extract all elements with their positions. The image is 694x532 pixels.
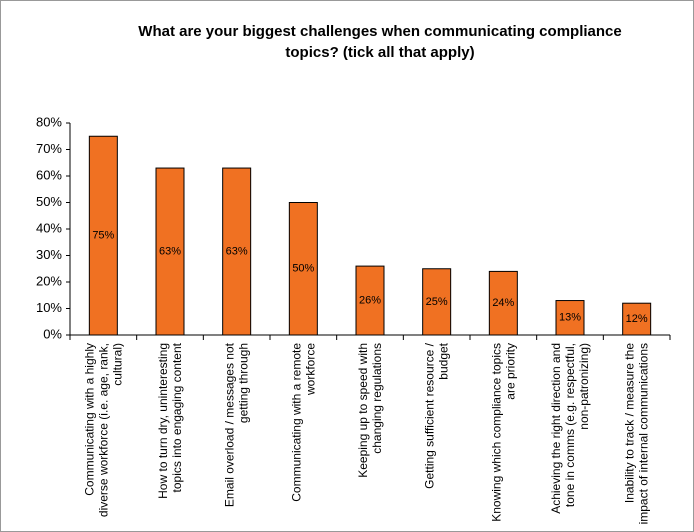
x-tick-label: Keeping up to speed with changing regula… — [356, 343, 384, 478]
value-label: 26% — [359, 294, 381, 306]
value-label: 24% — [492, 297, 514, 309]
bar — [555, 300, 585, 336]
x-tick-label: Email overload / messages not getting th… — [222, 343, 251, 508]
bar — [155, 167, 185, 336]
value-label: 63% — [159, 245, 181, 257]
value-label: 12% — [626, 313, 648, 325]
bar — [422, 268, 452, 336]
y-tick-label: 60% — [36, 167, 62, 182]
value-label: 25% — [426, 296, 448, 308]
y-tick-label: 40% — [36, 220, 62, 235]
value-label: 75% — [92, 230, 114, 242]
y-tick-label: 50% — [36, 194, 62, 209]
y-tick-label: 30% — [36, 247, 62, 262]
bar — [222, 167, 252, 336]
y-tick-label: 0% — [43, 326, 62, 341]
x-tick-label: How to turn dry, uninteresting topics in… — [156, 343, 184, 499]
y-tick-label: 80% — [36, 114, 62, 129]
x-tick-label: Achieving the right direction and tone i… — [549, 343, 591, 514]
bar — [488, 270, 518, 336]
x-tick-label: Communicating with a remote workforce — [289, 343, 318, 502]
x-tick-label: Inability to track / measure the impact … — [622, 343, 651, 525]
y-tick-label: 10% — [36, 300, 62, 315]
bar — [88, 135, 118, 336]
chart-title: topics? (tick all that apply) — [285, 44, 474, 61]
x-tick-label: Knowing which compliance topics are prio… — [489, 343, 518, 522]
bar — [288, 202, 318, 336]
y-tick-label: 70% — [36, 141, 62, 156]
value-label: 13% — [559, 312, 581, 324]
value-label: 50% — [292, 263, 314, 275]
chart-title: What are your biggest challenges when co… — [138, 23, 621, 40]
bar — [355, 265, 385, 336]
x-tick-label: Communicating with a highly diverse work… — [82, 343, 125, 518]
x-tick-label: Getting sufficient resource / budget — [422, 343, 451, 489]
bar — [622, 302, 652, 336]
y-tick-label: 20% — [36, 273, 62, 288]
value-label: 63% — [226, 245, 248, 257]
